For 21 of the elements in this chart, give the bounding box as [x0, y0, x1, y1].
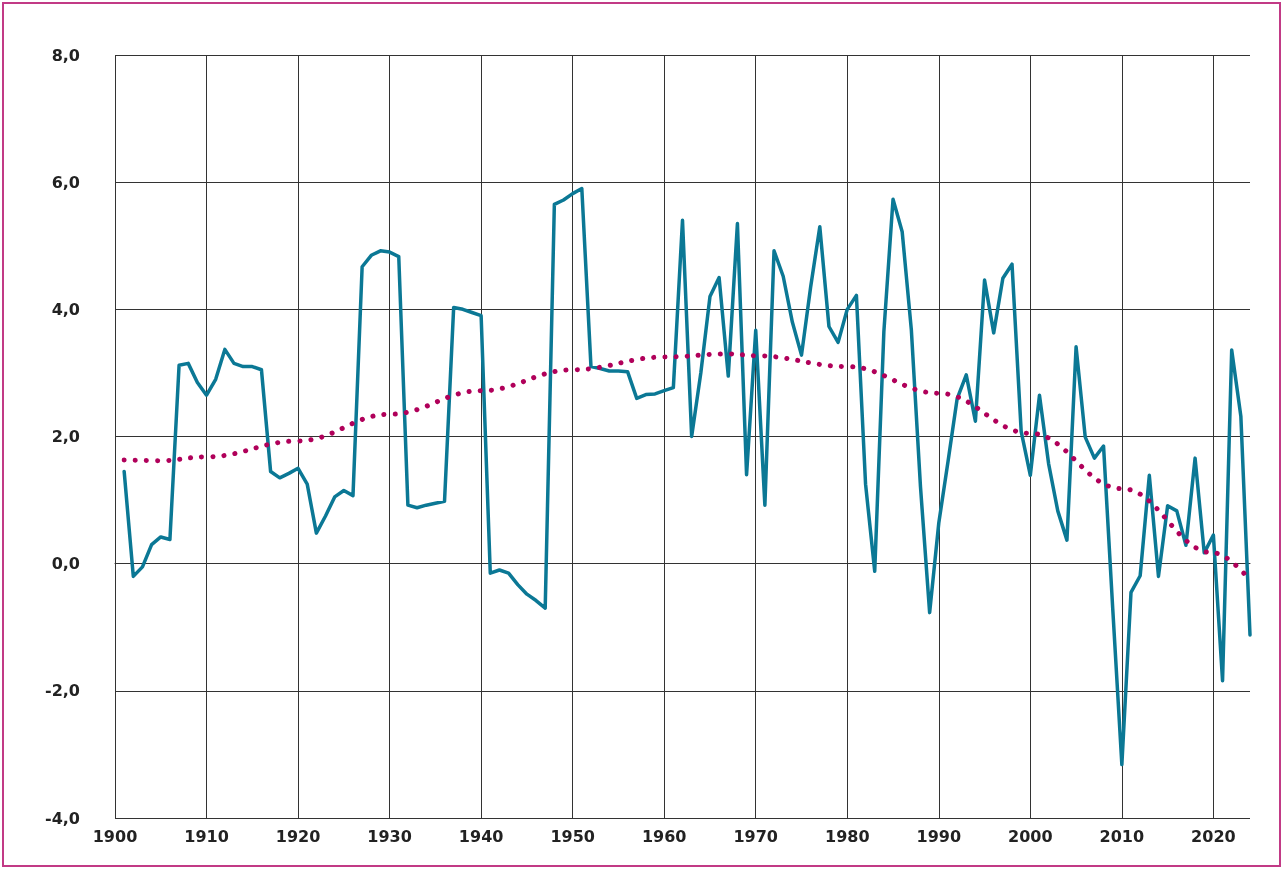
y-tick-label: 8,0: [51, 45, 80, 65]
line-series: [122, 186, 1252, 767]
x-tick-label: 1950: [550, 826, 595, 846]
x-tick-label: 2000: [1008, 826, 1053, 846]
x-tick-label: 1930: [367, 826, 412, 846]
y-tick-label: 2,0: [51, 427, 80, 446]
y-tick-label: 0,0: [51, 554, 80, 574]
x-tick-label: 1910: [184, 826, 229, 846]
x-tick-label: 2020: [1191, 826, 1236, 846]
x-tick-label: 2010: [1099, 826, 1145, 846]
y-tick-label: -2,0: [45, 681, 80, 701]
x-tick-label: 1980: [824, 826, 870, 846]
x-tick-label: 1990: [916, 826, 962, 846]
x-tick-label: 1960: [641, 826, 687, 846]
x-tick-label: 1900: [92, 826, 138, 846]
x-tick-label: 1940: [458, 826, 504, 846]
x-tick-label: 1920: [275, 826, 321, 846]
y-tick-label: 6,0: [51, 172, 80, 192]
y-tick-label: -4,0: [45, 808, 80, 828]
x-tick-label: 1970: [733, 826, 778, 846]
y-tick-label: 4,0: [51, 299, 80, 319]
